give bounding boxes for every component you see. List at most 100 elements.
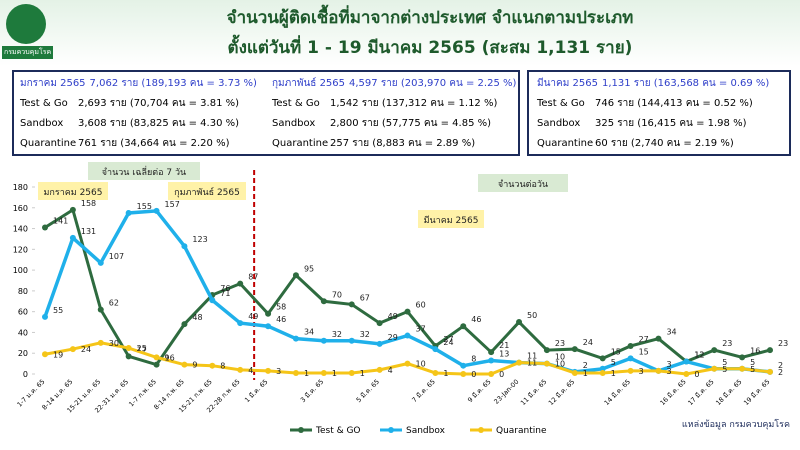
annotation-box xyxy=(478,174,568,192)
summary-value: 3,608 ราย (83,825 คน = 4.30 %) xyxy=(78,118,240,129)
point xyxy=(655,367,662,374)
data-label: 49 xyxy=(248,312,258,321)
data-label: 23 xyxy=(555,339,565,348)
point xyxy=(181,243,188,250)
summary-row: Quarantine 761 ราย (34,664 คน = 2.20 %) xyxy=(20,134,257,154)
annotation-box xyxy=(38,182,108,200)
data-label: 5 xyxy=(722,365,727,374)
data-label: 0 xyxy=(471,370,476,379)
summary-label: Test & Go xyxy=(272,98,320,109)
x-tick-label: 1 มี.ค. 65 xyxy=(243,378,269,404)
data-label: 67 xyxy=(360,293,370,302)
point xyxy=(265,323,272,330)
data-label: 34 xyxy=(304,328,314,337)
point xyxy=(348,337,355,344)
summary-box xyxy=(527,70,791,156)
point xyxy=(627,355,634,362)
data-label: 1 xyxy=(611,369,616,378)
point xyxy=(543,347,550,354)
data-label: 1 xyxy=(443,369,448,378)
summary-value: 1,542 ราย (137,312 คน = 1.12 %) xyxy=(330,98,498,109)
data-label: 55 xyxy=(53,306,63,315)
summary-label: Sandbox xyxy=(20,118,64,129)
point xyxy=(516,319,523,326)
data-label: 19 xyxy=(53,350,63,359)
summary-label: มีนาคม 2565 xyxy=(537,78,598,89)
data-label: 24 xyxy=(81,345,91,354)
point xyxy=(488,357,495,364)
x-tick-label: 5 มี.ค. 65 xyxy=(355,378,381,404)
data-label: 27 xyxy=(639,335,649,344)
point xyxy=(320,369,327,376)
data-label: 25 xyxy=(137,344,147,353)
annotation: จำนวนต่อวัน xyxy=(498,179,548,190)
logo xyxy=(6,4,46,44)
point xyxy=(376,320,383,327)
data-label: 4 xyxy=(388,366,393,375)
point xyxy=(599,355,606,362)
data-label: 49 xyxy=(388,312,398,321)
point xyxy=(237,366,244,373)
point xyxy=(97,306,104,313)
data-label: 2 xyxy=(583,361,588,370)
data-label: 12 xyxy=(694,351,704,360)
legend-label: Test & GO xyxy=(315,426,361,436)
data-label: 87 xyxy=(248,273,258,282)
point xyxy=(69,234,76,241)
point xyxy=(125,345,132,352)
data-label: 107 xyxy=(109,252,124,261)
point xyxy=(292,335,299,342)
point xyxy=(153,354,160,361)
data-label: 34 xyxy=(666,328,676,337)
y-tick-label: 100 xyxy=(13,266,28,275)
data-label: 131 xyxy=(81,227,96,236)
summary-box xyxy=(12,70,520,156)
summary-row: Sandbox 2,800 ราย (57,775 คน = 4.85 %) xyxy=(272,114,516,134)
data-label: 4 xyxy=(248,366,253,375)
point xyxy=(69,206,76,213)
data-label: 95 xyxy=(304,264,314,273)
data-label: 27 xyxy=(443,335,453,344)
summary-row: Quarantine 257 ราย (8,883 คน = 2.89 %) xyxy=(272,134,516,154)
point xyxy=(683,358,690,365)
data-label: 10 xyxy=(416,360,426,369)
annotation: จำนวน เฉลี่ยต่อ 7 วัน xyxy=(102,165,186,178)
point xyxy=(767,368,773,375)
data-label: 8 xyxy=(471,355,476,364)
annotation: มีนาคม 2565 xyxy=(424,215,479,226)
point xyxy=(237,280,244,287)
point xyxy=(292,272,299,279)
data-label: 0 xyxy=(499,370,504,379)
point xyxy=(516,359,523,366)
summary-label: Sandbox xyxy=(537,118,581,129)
data-label: 5 xyxy=(611,358,616,367)
data-label: 11 xyxy=(527,352,537,361)
point xyxy=(488,371,495,377)
point xyxy=(543,360,550,367)
summary-label: กุมภาพันธ์ 2565 xyxy=(272,78,346,89)
data-label: 24 xyxy=(443,338,453,347)
x-tick-label: 9 มี.ค. 65 xyxy=(466,378,492,404)
data-label: 3 xyxy=(276,367,281,376)
summary-label: Quarantine xyxy=(537,138,594,149)
summary-value: 2,693 ราย (70,704 คน = 3.81 %) xyxy=(78,98,240,109)
summary-row: กุมภาพันธ์ 2565 4,597 ราย (203,970 คน = 2… xyxy=(272,74,516,94)
y-tick-label: 40 xyxy=(18,328,28,337)
data-label: 58 xyxy=(276,303,286,312)
data-label: 71 xyxy=(220,289,230,298)
point xyxy=(69,346,76,353)
x-tick-label: 3 มี.ค. 65 xyxy=(299,378,325,404)
point xyxy=(432,369,439,376)
point xyxy=(153,361,160,368)
point xyxy=(460,371,467,377)
summary-label: Quarantine xyxy=(272,138,329,149)
annotation-box xyxy=(88,162,200,180)
data-label: 32 xyxy=(332,330,342,339)
data-label: 30 xyxy=(109,339,119,348)
point xyxy=(599,365,606,372)
data-label: 76 xyxy=(220,284,230,293)
data-label: 37 xyxy=(416,325,426,334)
point xyxy=(627,367,634,374)
annotation-box xyxy=(418,210,484,228)
summary-label: Sandbox xyxy=(272,118,316,129)
